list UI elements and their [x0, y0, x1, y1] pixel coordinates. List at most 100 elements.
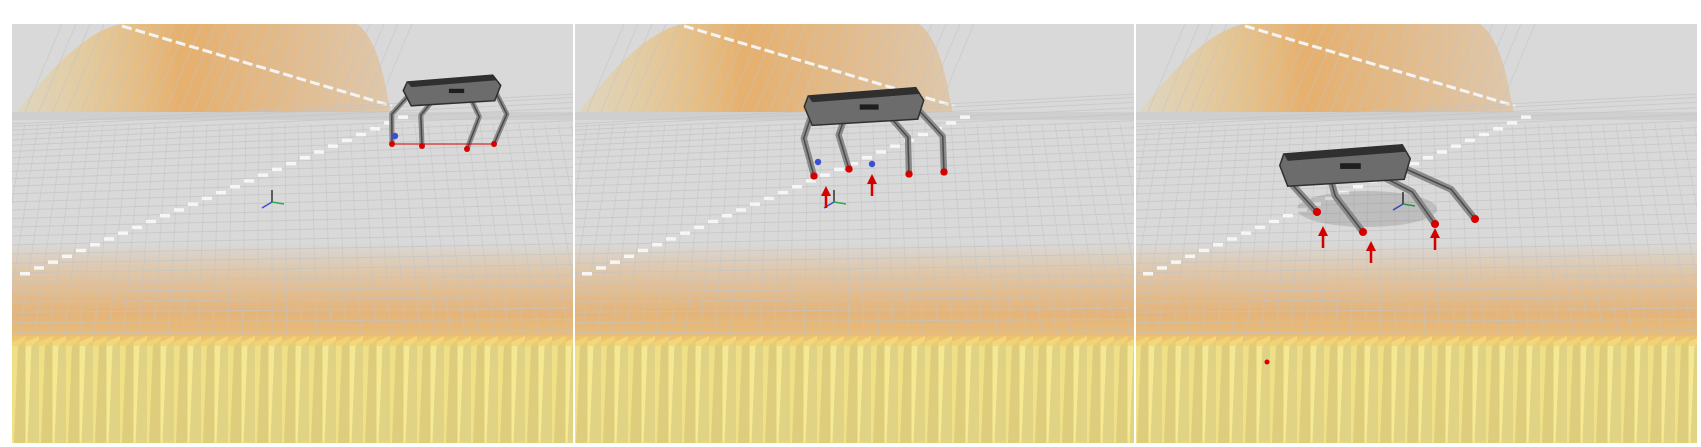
slope-seam-tile: [62, 254, 72, 259]
cliff-prism: [938, 336, 952, 443]
cliff-prism: [39, 336, 53, 443]
cliff-prism-shade: [338, 340, 350, 443]
cliff-prism: [430, 336, 444, 443]
cliff-prism-shade: [1353, 340, 1365, 443]
cliff-prism: [817, 336, 831, 443]
axis-x: [1392, 203, 1404, 211]
cliff-prism: [160, 336, 174, 443]
cliff-prism-shade: [1021, 340, 1033, 443]
cliff-prism-shade: [230, 340, 242, 443]
cliff-prism-shade: [203, 340, 215, 443]
grid-column: [638, 123, 666, 355]
cliff-prism-shade: [603, 340, 615, 443]
slope-seam-tile: [132, 225, 142, 230]
grid-row: [1135, 142, 1697, 165]
grid-row: [12, 263, 574, 274]
cliff-prism: [1162, 336, 1176, 443]
cliff-prism-shade: [670, 340, 682, 443]
slope-seam-tile: [848, 161, 858, 166]
cliff-prism-shade: [1272, 340, 1284, 443]
slope-seam-tile: [104, 237, 114, 241]
slope-seam-tile: [76, 248, 86, 253]
cliff-prism: [295, 336, 309, 443]
cliff-prism: [628, 336, 642, 443]
grid-column: [46, 123, 78, 355]
grid-row: [12, 296, 574, 303]
slope-seam-tile: [1409, 161, 1419, 166]
slope-seam-tile: [750, 202, 760, 206]
hill-grid-line: [1270, 24, 1312, 120]
grid-column: [492, 123, 528, 355]
hill-grid-line: [1466, 24, 1508, 120]
robot-body-panel: [1340, 163, 1361, 169]
grid-row: [12, 158, 574, 180]
grid-column: [1015, 123, 1045, 355]
slope-seam-tile: [216, 190, 226, 195]
grid-row: [1135, 232, 1697, 246]
grid-column: [1067, 123, 1105, 355]
cliff-prism: [241, 336, 255, 443]
robot-leg-outline: [1403, 167, 1476, 220]
grid-row: [574, 134, 1135, 159]
grid-column: [924, 123, 940, 355]
cliff-prism: [1148, 336, 1162, 443]
axis-y: [1402, 203, 1416, 207]
robot-body-panel: [448, 88, 465, 94]
hill-grid-line: [119, 24, 161, 120]
slope-seam-tile: [624, 254, 634, 259]
cliff-prism: [1114, 336, 1128, 443]
cliff-prism-shade: [1650, 340, 1662, 443]
grid-row: [1135, 285, 1697, 293]
hill-grid-line: [653, 24, 695, 120]
hill-grid-line: [189, 24, 231, 120]
cliff-prism-shade: [243, 340, 255, 443]
slope-seam-tile: [286, 161, 296, 166]
cliff-top-edge: [574, 336, 1135, 346]
grid-row: [12, 150, 574, 172]
slope-seam-tile: [736, 208, 746, 212]
cliff-prism: [187, 336, 201, 443]
cliff-prism: [498, 336, 512, 443]
grid-column: [1550, 123, 1576, 355]
robot-foot: [1358, 227, 1368, 237]
cliff-prism: [1189, 336, 1203, 443]
grid-row: [574, 194, 1135, 211]
force-arrow-icon: [1366, 241, 1376, 263]
hill-grid-line: [1158, 24, 1200, 120]
grid-column: [388, 123, 408, 355]
slope-seam-tile: [596, 266, 606, 270]
target-marker: [1264, 359, 1270, 365]
grid-column: [623, 123, 653, 355]
grid-row: [12, 127, 574, 152]
force-arrow-head: [1318, 226, 1328, 236]
grid-row: [1135, 158, 1697, 180]
cliff-prism: [763, 336, 777, 443]
cliff-prism: [1060, 336, 1074, 443]
cliff-prism-shade: [527, 340, 539, 443]
cliff-prism-shade: [351, 340, 363, 443]
hill-grid-line: [639, 24, 681, 120]
grid-column: [76, 123, 104, 355]
cliff-prism-shade: [176, 340, 188, 443]
grid-row: [12, 243, 574, 255]
cliff-prism-shade: [792, 340, 804, 443]
hill-grid-line: [583, 24, 625, 120]
robot-foot: [845, 165, 853, 173]
cliff-top-edge: [12, 336, 574, 346]
cliff-prism-shade: [1339, 340, 1351, 443]
grid-row: [1135, 263, 1697, 274]
hill-grid-line: [1186, 24, 1228, 120]
grid-row: [1135, 253, 1697, 264]
grid-column: [166, 123, 182, 355]
cliff-prism-shade: [684, 340, 696, 443]
grid-row: [12, 142, 574, 165]
grid-column: [349, 123, 363, 355]
cliff-prism-shade: [994, 340, 1006, 443]
cliff-prism: [736, 336, 750, 443]
hill-grid-line: [1354, 24, 1396, 120]
robot-foot: [1430, 219, 1440, 229]
cliff-prism: [1445, 336, 1459, 443]
grid-row: [574, 142, 1135, 165]
grid-column: [1028, 123, 1060, 355]
grid-column: [136, 123, 156, 355]
